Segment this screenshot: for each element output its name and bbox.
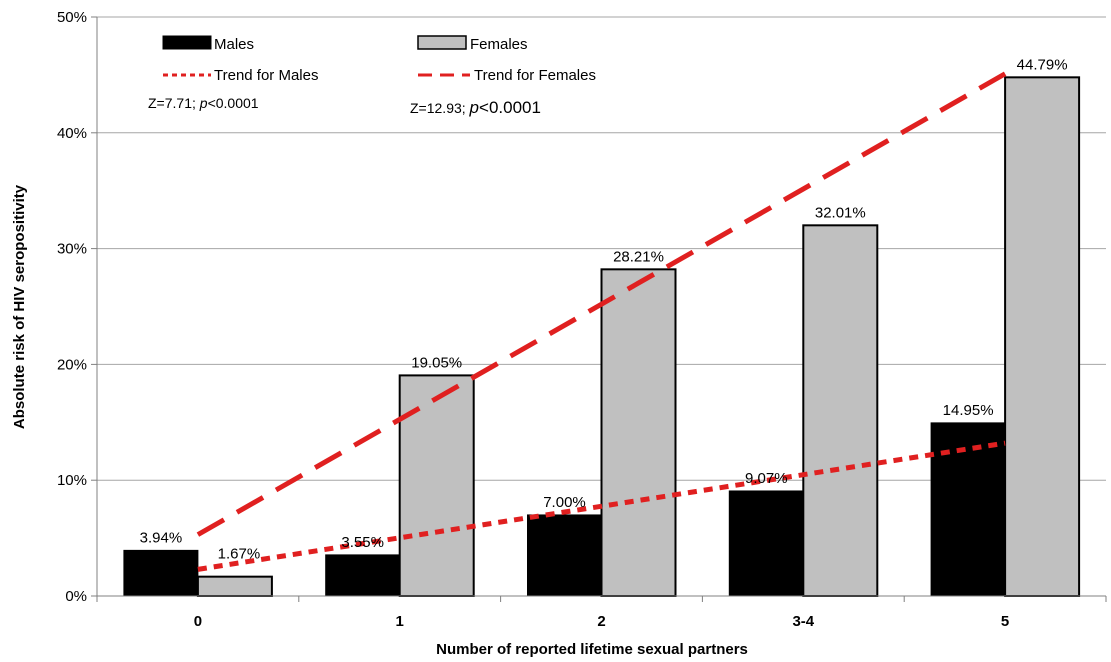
bars xyxy=(124,77,1079,596)
bar-males xyxy=(528,515,602,596)
y-axis-title: Absolute risk of HIV seropositivity xyxy=(11,184,28,429)
legend-label-males: Males xyxy=(214,36,254,53)
data-label-females: 1.67% xyxy=(218,545,261,562)
x-axis-title: Number of reported lifetime sexual partn… xyxy=(436,641,748,658)
data-label-females: 32.01% xyxy=(815,204,866,221)
data-label-females: 44.79% xyxy=(1017,56,1068,73)
stat-females-z: Z=12.93; xyxy=(410,100,466,116)
data-label-females: 28.21% xyxy=(613,248,664,265)
stat-males-p-value: <0.0001 xyxy=(208,95,259,111)
legend-swatch-females xyxy=(418,36,466,49)
x-tick-label: 5 xyxy=(1001,613,1009,630)
bar-females xyxy=(400,375,474,596)
bar-males xyxy=(326,555,400,596)
stat-males-p-label: p xyxy=(199,95,208,111)
y-tick-label: 40% xyxy=(57,125,87,142)
data-label-males: 7.00% xyxy=(543,494,586,511)
bar-males xyxy=(931,423,1005,596)
bar-females xyxy=(602,269,676,596)
bar-males xyxy=(729,491,803,596)
stat-females-p-label: p xyxy=(469,98,479,117)
x-tick-label: 1 xyxy=(396,613,404,630)
stat-males-z: Z=7.71; xyxy=(148,95,196,111)
legend-label-trend-males: Trend for Males xyxy=(214,67,318,84)
data-label-females: 19.05% xyxy=(411,354,462,371)
bar-males xyxy=(124,550,198,596)
bar-females xyxy=(803,225,877,596)
data-label-males: 9.07% xyxy=(745,470,788,487)
legend-swatch-males xyxy=(163,36,211,49)
data-label-males: 3.55% xyxy=(341,534,384,551)
x-tick-label: 3-4 xyxy=(792,613,814,630)
data-label-males: 14.95% xyxy=(943,402,994,419)
y-tick-label: 0% xyxy=(65,588,87,605)
legend: Males Females Trend for Males Trend for … xyxy=(163,36,596,84)
y-tick-label: 50% xyxy=(57,9,87,26)
x-tick-label: 2 xyxy=(597,613,605,630)
y-tick-label: 10% xyxy=(57,472,87,489)
y-tick-label: 30% xyxy=(57,241,87,258)
data-label-males: 3.94% xyxy=(140,529,183,546)
stat-females: Z=12.93; p<0.0001 xyxy=(410,98,541,117)
stat-males: Z=7.71; p<0.0001 xyxy=(148,95,259,111)
legend-label-females: Females xyxy=(470,36,528,53)
x-tick-label: 0 xyxy=(194,613,202,630)
stat-females-p-value: <0.0001 xyxy=(479,98,541,117)
y-tick-label: 20% xyxy=(57,356,87,373)
bar-females xyxy=(1005,77,1079,596)
legend-label-trend-females: Trend for Females xyxy=(474,67,596,84)
bar-females xyxy=(198,577,272,596)
